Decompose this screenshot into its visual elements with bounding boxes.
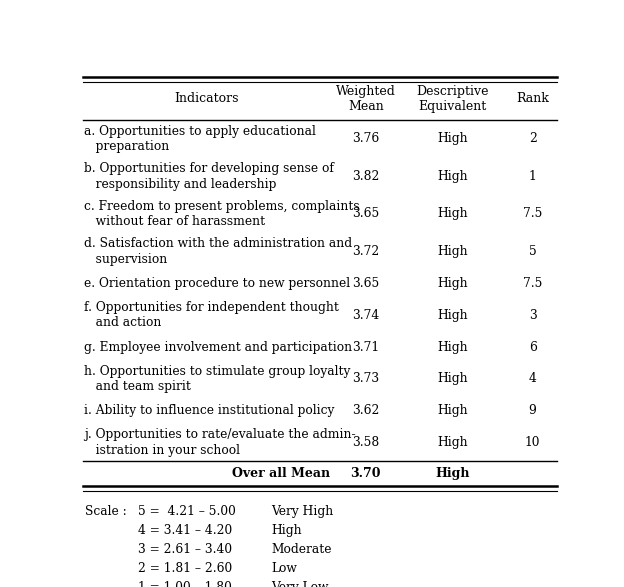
Text: 5 =  4.21 – 5.00: 5 = 4.21 – 5.00 xyxy=(139,505,236,518)
Text: High: High xyxy=(437,372,468,386)
Text: 1: 1 xyxy=(529,170,537,183)
Text: 3.76: 3.76 xyxy=(352,133,379,146)
Text: g. Employee involvement and participation: g. Employee involvement and participatio… xyxy=(84,340,352,353)
Text: Weighted
Mean: Weighted Mean xyxy=(336,85,396,113)
Text: High: High xyxy=(437,309,468,322)
Text: e. Orientation procedure to new personnel: e. Orientation procedure to new personne… xyxy=(84,277,350,290)
Text: Moderate: Moderate xyxy=(271,543,332,556)
Text: h. Opportunities to stimulate group loyalty
   and team spirit: h. Opportunities to stimulate group loya… xyxy=(84,365,350,393)
Text: 3.70: 3.70 xyxy=(351,467,381,480)
Text: 3.82: 3.82 xyxy=(352,170,379,183)
Text: 9: 9 xyxy=(529,404,537,417)
Text: 4 = 3.41 – 4.20: 4 = 3.41 – 4.20 xyxy=(139,524,233,537)
Text: High: High xyxy=(437,133,468,146)
Text: High: High xyxy=(437,277,468,290)
Text: 2: 2 xyxy=(529,133,537,146)
Text: 3.62: 3.62 xyxy=(352,404,379,417)
Text: High: High xyxy=(437,436,468,449)
Text: High: High xyxy=(437,245,468,258)
Text: 2 = 1.81 – 2.60: 2 = 1.81 – 2.60 xyxy=(139,562,233,575)
Text: Very High: Very High xyxy=(271,505,334,518)
Text: 3.58: 3.58 xyxy=(352,436,379,449)
Text: c. Freedom to present problems, complaints
   without fear of harassment: c. Freedom to present problems, complain… xyxy=(84,200,359,228)
Text: 3.72: 3.72 xyxy=(352,245,379,258)
Text: 3: 3 xyxy=(529,309,537,322)
Text: Over all Mean: Over all Mean xyxy=(232,467,330,480)
Text: 5: 5 xyxy=(529,245,537,258)
Text: i. Ability to influence institutional policy: i. Ability to influence institutional po… xyxy=(84,404,334,417)
Text: 7.5: 7.5 xyxy=(523,277,542,290)
Text: 3.73: 3.73 xyxy=(352,372,379,386)
Text: Very Low: Very Low xyxy=(271,581,329,587)
Text: 6: 6 xyxy=(529,340,537,353)
Text: b. Opportunities for developing sense of
   responsibility and leadership: b. Opportunities for developing sense of… xyxy=(84,162,334,191)
Text: Rank: Rank xyxy=(516,92,549,105)
Text: d. Satisfaction with the administration and
   supervision: d. Satisfaction with the administration … xyxy=(84,237,352,266)
Text: Low: Low xyxy=(271,562,297,575)
Text: Scale :: Scale : xyxy=(85,505,127,518)
Text: High: High xyxy=(437,207,468,221)
Text: 3.65: 3.65 xyxy=(352,207,379,221)
Text: Indicators: Indicators xyxy=(174,92,238,105)
Text: High: High xyxy=(437,404,468,417)
Text: 10: 10 xyxy=(525,436,540,449)
Text: 1 = 1.00 – 1.80: 1 = 1.00 – 1.80 xyxy=(139,581,232,587)
Text: 7.5: 7.5 xyxy=(523,207,542,221)
Text: 4: 4 xyxy=(529,372,537,386)
Text: 3 = 2.61 – 3.40: 3 = 2.61 – 3.40 xyxy=(139,543,233,556)
Text: 3.65: 3.65 xyxy=(352,277,379,290)
Text: High: High xyxy=(437,340,468,353)
Text: j. Opportunities to rate/evaluate the admin-
   istration in your school: j. Opportunities to rate/evaluate the ad… xyxy=(84,429,356,457)
Text: 3.71: 3.71 xyxy=(352,340,379,353)
Text: a. Opportunities to apply educational
   preparation: a. Opportunities to apply educational pr… xyxy=(84,124,316,153)
Text: High: High xyxy=(271,524,302,537)
Text: High: High xyxy=(436,467,470,480)
Text: f. Opportunities for independent thought
   and action: f. Opportunities for independent thought… xyxy=(84,301,339,329)
Text: 3.74: 3.74 xyxy=(352,309,379,322)
Text: High: High xyxy=(437,170,468,183)
Text: Descriptive
Equivalent: Descriptive Equivalent xyxy=(417,85,489,113)
